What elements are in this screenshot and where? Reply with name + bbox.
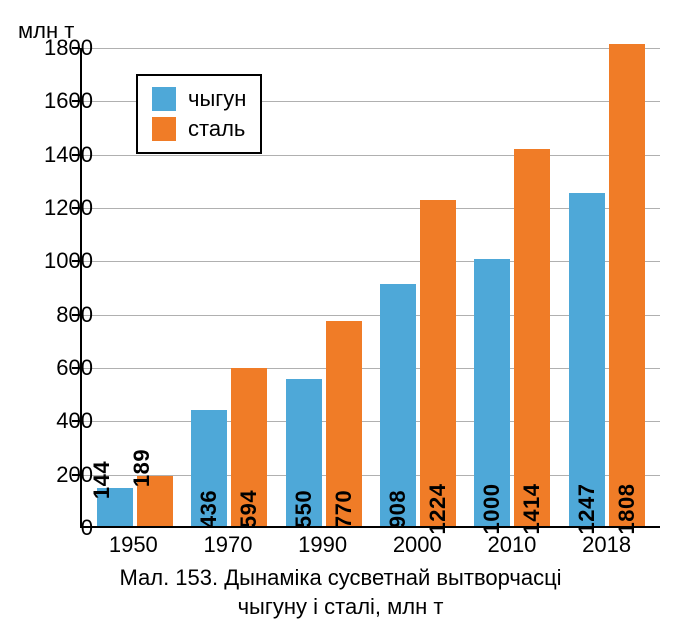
legend-label-1: сталь [188, 116, 245, 142]
bar-group: 144189 [97, 476, 173, 526]
bar-value-label: 550 [291, 490, 317, 528]
bar-group: 908 1224 [380, 200, 456, 526]
y-tick-label: 200 [33, 462, 93, 488]
legend-swatch-0 [152, 87, 176, 111]
bar: 1224 [420, 200, 456, 526]
x-tick-label: 1990 [285, 532, 361, 558]
chart-container: млн т 1441894365945507709081224100014141… [0, 0, 681, 624]
x-tick-labels: 1950 1970 1990 2000 2010 2018 [80, 532, 660, 558]
bar-group: 12471808 [569, 44, 645, 526]
x-tick-label: 2010 [474, 532, 550, 558]
bar-value-label: 1000 [479, 484, 505, 535]
bar: 436 [191, 410, 227, 526]
caption-line-2: чыгуну і сталі, млн т [238, 594, 444, 619]
bar-value-label: 144 [89, 461, 115, 499]
bar-value-label: 770 [331, 490, 357, 528]
bar-value-label: 1414 [519, 484, 545, 535]
bar-value-label: 189 [129, 449, 155, 487]
bar-value-label: 436 [196, 490, 222, 528]
bar: 189 [137, 476, 173, 526]
x-tick-label: 2000 [379, 532, 455, 558]
y-tick-label: 1200 [33, 195, 93, 221]
y-tick-label: 1800 [33, 35, 93, 61]
x-tick-label: 2018 [569, 532, 645, 558]
bar-value-label: 1808 [614, 484, 640, 535]
bar-group: 436 594 [191, 368, 267, 526]
bar-group: 10001414 [474, 149, 550, 526]
y-tick-label: 1000 [33, 248, 93, 274]
y-tick-label: 600 [33, 355, 93, 381]
bar: 144 [97, 488, 133, 526]
legend-item-0: чыгун [152, 84, 246, 114]
caption-line-1: Мал. 153. Дынаміка сусветнай вытворчасці [119, 565, 561, 590]
bar-group: 550 770 [286, 321, 362, 526]
legend-label-0: чыгун [188, 86, 246, 112]
legend: чыгун сталь [136, 74, 262, 154]
bar-value-label: 1224 [425, 484, 451, 535]
y-tick-label: 400 [33, 408, 93, 434]
bar: 550 [286, 379, 322, 526]
legend-item-1: сталь [152, 114, 246, 144]
legend-swatch-1 [152, 117, 176, 141]
bar: 1414 [514, 149, 550, 526]
y-tick-label: 800 [33, 302, 93, 328]
bar: 1808 [609, 44, 645, 526]
y-tick-label: 1400 [33, 142, 93, 168]
bar: 770 [326, 321, 362, 526]
caption: Мал. 153. Дынаміка сусветнай вытворчасці… [0, 564, 681, 621]
bar: 1000 [474, 259, 510, 526]
bar-value-label: 594 [236, 490, 262, 528]
x-tick-label: 1950 [95, 532, 171, 558]
x-tick-label: 1970 [190, 532, 266, 558]
bar-value-label: 908 [385, 490, 411, 528]
bar-value-label: 1247 [574, 484, 600, 535]
y-tick-label: 1600 [33, 88, 93, 114]
bar: 594 [231, 368, 267, 526]
bar: 1247 [569, 193, 605, 526]
bar: 908 [380, 284, 416, 526]
